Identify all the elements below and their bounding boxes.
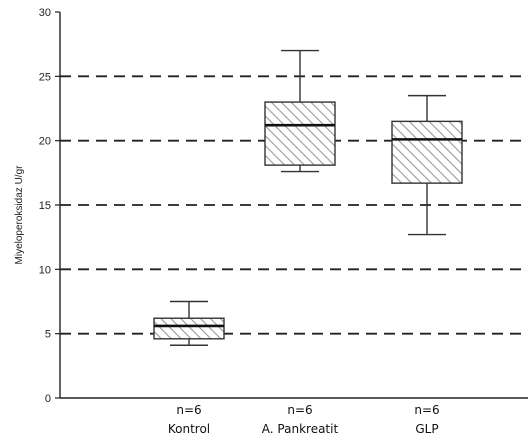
y-tick-label-20: 20	[39, 136, 51, 148]
category-label-0: Kontrol	[168, 422, 210, 436]
sample-size-label-1: n=6	[287, 403, 312, 417]
box-1	[264, 49, 336, 173]
y-tick-label-25: 25	[39, 71, 51, 83]
sample-size-label-0: n=6	[176, 403, 201, 417]
y-tick-label-5: 5	[45, 329, 51, 341]
y-tick-label-15: 15	[39, 200, 51, 212]
y-tick-label-30: 30	[39, 7, 51, 19]
y-tick-label-10: 10	[39, 264, 51, 276]
y-tick-label-0: 0	[45, 393, 51, 405]
category-label-2: GLP	[415, 422, 438, 436]
axes: 0 5 10 15 20 25 30	[39, 7, 528, 405]
iqr-box	[391, 120, 463, 184]
iqr-box	[264, 101, 336, 166]
labels: Miyeloperoksidaz U/gr n=6 Kontrol n=6 A. Pan…	[14, 165, 440, 436]
box-0	[153, 300, 225, 346]
category-label-1: A. Pankreatit	[262, 422, 339, 436]
boxes	[153, 49, 463, 346]
y-axis-label: Miyeloperoksidaz U/gr	[14, 165, 25, 265]
iqr-box	[153, 317, 225, 340]
box-2	[391, 94, 463, 236]
sample-size-label-2: n=6	[414, 403, 439, 417]
